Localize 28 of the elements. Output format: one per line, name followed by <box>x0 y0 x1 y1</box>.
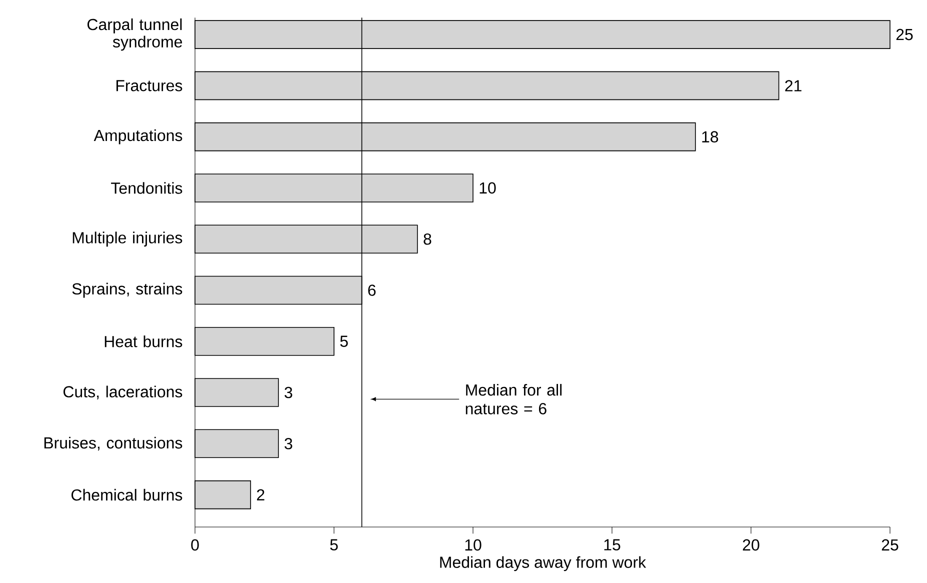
data-label: 21 <box>785 80 802 92</box>
x-tick-label: 20 <box>742 539 760 551</box>
x-tick-label: 25 <box>882 539 898 551</box>
x-tick-label: 0 <box>191 539 199 551</box>
y-tick-label: Carpal tunnel syndrome <box>87 18 182 51</box>
data-label: 5 <box>340 336 348 347</box>
x-tick-label: 10 <box>465 539 482 551</box>
y-tick-label: Fractures <box>116 80 182 92</box>
y-tick-label: Sprains, strains <box>72 282 182 298</box>
y-tick-label: Bruises, contusions <box>44 436 182 450</box>
data-label: 10 <box>480 182 496 194</box>
ref-line-label: Median for all natures = 6 <box>466 384 562 414</box>
data-label: 2 <box>257 489 264 500</box>
y-tick-label: Multiple injuries <box>72 232 182 247</box>
data-label: 25 <box>896 28 913 40</box>
data-label: 6 <box>368 284 376 296</box>
y-tick-label: Tendonitis <box>111 182 182 194</box>
data-label: 8 <box>424 233 432 245</box>
y-tick-label: Amputations <box>94 129 182 144</box>
data-label: 3 <box>284 438 292 450</box>
x-tick-label: 5 <box>330 539 338 550</box>
data-label: 3 <box>284 386 292 398</box>
data-label: 18 <box>702 131 718 142</box>
y-tick-label: Chemical burns <box>72 488 182 501</box>
x-axis-title: Median days away from work <box>440 556 646 572</box>
x-tick-label: 15 <box>604 539 620 550</box>
y-tick-label: Heat burns <box>104 336 182 348</box>
y-tick-label: Cuts, lacerations <box>64 386 182 400</box>
